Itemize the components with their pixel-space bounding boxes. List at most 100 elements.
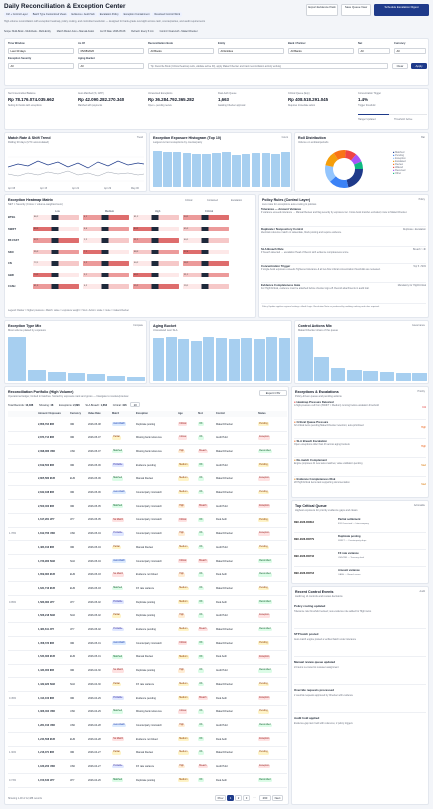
table-row[interactable]: 1,366,402 USD USD 2026-04-29 Matched Missing… [8, 706, 287, 720]
prev-page-button[interactable]: Prev [215, 795, 226, 801]
as-of-date-input[interactable]: 05/08/2026 [78, 48, 144, 54]
control-cell[interactable]: Maker/Checker [216, 491, 233, 495]
page-button[interactable]: 260 [259, 795, 271, 801]
save-queue-button[interactable]: Save Queue View [341, 4, 371, 16]
control-cell[interactable]: Maker/Checker [216, 586, 233, 590]
control-cell[interactable]: Maker/Checker [216, 710, 233, 714]
control-cell[interactable]: Maker/Checker [216, 559, 233, 563]
column-header[interactable]: Match [112, 412, 120, 416]
policy-rule[interactable]: Tolerance — Amount Variance If variance … [261, 207, 426, 227]
control-cell[interactable]: Audit Hold [216, 504, 228, 508]
heatmap-cell[interactable]: 6,4 [83, 226, 129, 232]
chip[interactable]: Evidence • Audit Sub [69, 12, 97, 17]
column-header[interactable]: SLA [198, 412, 203, 416]
table-row[interactable]: 1,244,508 EUR EUR 2026-04-28 No Match Eviden… [8, 733, 287, 747]
table-row[interactable]: 1,631,716 EUR EUR 2026-05-03 Matched FX rate… [8, 582, 287, 597]
column-header[interactable]: Currency [70, 412, 81, 416]
card-tag[interactable]: Policy [418, 198, 425, 201]
search-input[interactable]: Tip: Describe Book (Critical heatmap cel… [148, 63, 388, 69]
export-csv-button[interactable]: Export CSV [259, 390, 287, 396]
kpi-card[interactable]: Unresolved Exceptions Rp 36.284.792.365.… [148, 92, 214, 107]
control-cell[interactable]: Dual Auth [216, 655, 227, 659]
control-cell[interactable]: Maker/Checker [216, 477, 233, 481]
heatmap-cell[interactable]: 3,1 [83, 272, 129, 278]
currency-select[interactable]: All [394, 48, 426, 54]
heatmap-cell[interactable]: 84,2 [133, 226, 179, 232]
table-row[interactable]: 2,856,794 IDR IDR 2026-05-08 Auto-Match Dupl… [8, 418, 287, 432]
column-header[interactable]: Age [178, 412, 183, 416]
control-cell[interactable]: Maker/Checker [216, 422, 233, 426]
aging-select[interactable]: All [78, 63, 144, 69]
table-row[interactable]: 1,659,084 EUR EUR 2026-05-03 No Match Eviden… [8, 569, 287, 583]
chip[interactable]: Exception Containment [121, 12, 152, 17]
tab-critical[interactable]: Critical [185, 199, 193, 202]
severity-select[interactable]: All [8, 63, 74, 69]
schedule-digest-button[interactable]: Schedule Escalation Digest [374, 4, 429, 16]
tab-contained[interactable]: Contained [207, 199, 218, 202]
column-header[interactable]: Exception [136, 412, 148, 416]
control-cell[interactable]: Audit Hold [216, 765, 228, 769]
table-row[interactable]: 2,819,500 IDR IDR 2026-05-06 Probable Eviden… [8, 459, 287, 473]
card-tag[interactable]: Priority [417, 390, 425, 393]
control-cell[interactable]: Maker/Checker [216, 628, 233, 632]
heatmap-cell[interactable]: 95,3 [33, 249, 79, 255]
heatmap-cell[interactable]: 60,2 [133, 261, 179, 266]
table-row[interactable]: 1,617,281 JPY JPY 2026-05-05 No Match Counte… [8, 514, 287, 528]
control-cell[interactable]: Dual Auth [216, 600, 227, 604]
event-item[interactable]: Override requests processed 2 override re… [294, 687, 426, 713]
heatmap-cell[interactable]: 2,2 [83, 238, 129, 243]
heatmap-cell[interactable]: 81,2 [133, 215, 179, 220]
heatmap-cell[interactable]: 55,2 [133, 284, 179, 289]
control-cell[interactable]: Audit Hold [216, 463, 228, 467]
column-header[interactable]: Value Date [88, 412, 101, 416]
heatmap-cell[interactable]: 51,1 [133, 238, 179, 243]
net-select[interactable]: All [358, 48, 390, 54]
table-row[interactable]: 1,434,000 IDR IDR 2026-04-30 No Match Duplic… [8, 665, 287, 679]
heatmap-cell[interactable]: 52,4 [183, 249, 229, 255]
table-row[interactable]: 0.95% 1,583,082 JPY JPY 2026-05-02 Probable D… [8, 596, 287, 610]
control-cell[interactable]: Dual Auth [216, 573, 227, 577]
tab-escalation[interactable]: Escalation [231, 199, 243, 202]
table-row[interactable]: 1,281,016 USD USD 2026-04-28 Auto-Match Coun… [8, 719, 287, 734]
control-cell[interactable]: Audit Hold [216, 723, 228, 727]
table-row[interactable]: 1,432,920 SGD SGD 2026-04-30 Partial FX rate… [8, 678, 287, 692]
policy-rule[interactable]: Concentration Trigger Top 5 • 50% If sin… [261, 264, 426, 283]
event-item[interactable]: Audit hold applied Evidence-gap item held… [294, 715, 426, 741]
heatmap-cell[interactable]: 29,1 [183, 284, 229, 289]
table-row[interactable]: 1,566,218 SGD SGD 2026-05-02 Partial Duplica… [8, 610, 287, 624]
control-cell[interactable]: Audit Hold [216, 545, 228, 549]
table-row[interactable]: 1,458,720 IDR IDR 2026-05-01 Auto-Match Coun… [8, 637, 287, 651]
page-button[interactable]: 3 [243, 795, 250, 801]
table-row[interactable]: 1.78% 1,812,766 USD USD 2026-05-04 Probable C… [8, 528, 287, 542]
card-tag[interactable]: Compare [133, 324, 143, 327]
exception-item[interactable]: ● Re-match Complement Engine proposes 41 … [294, 458, 426, 477]
table-row[interactable]: 2,098,086 USD USD 2026-05-07 Matched Missing… [8, 445, 287, 460]
chip[interactable]: Escalation Policy [97, 12, 121, 17]
control-cell[interactable]: Maker/Checker [216, 751, 233, 755]
exception-item[interactable]: ● Heatmap Pressure Detected A high-pressu… [294, 400, 426, 420]
kpi-card[interactable]: Dual-Auth Queue 1,663 Awaiting Checker a… [218, 92, 284, 107]
heatmap-cell[interactable]: 81,3 [33, 284, 79, 289]
control-cell[interactable]: Dual Auth [216, 518, 227, 522]
queue-row[interactable]: REC-2026-000812 Partial settlement IDR Ove… [294, 517, 426, 533]
control-cell[interactable]: Dual Auth [216, 737, 227, 741]
control-cell[interactable]: Dual Auth [216, 778, 227, 782]
column-header[interactable]: Control [216, 412, 225, 416]
heatmap-cell[interactable]: 72,1 [33, 261, 79, 266]
control-cell[interactable]: Audit Hold [216, 614, 228, 618]
exception-item[interactable]: ● Evidence Completeness Risk 28 High/Crit… [294, 477, 426, 496]
page-size-select[interactable]: 20 [130, 402, 141, 407]
next-page-button[interactable]: Next [272, 795, 283, 801]
table-row[interactable]: 1,723,960 SGD SGD 2026-05-04 Auto-Match Coun… [8, 555, 287, 569]
event-item[interactable]: STP batch posted Auto-match engine posted… [294, 631, 426, 657]
queue-row[interactable]: REC-2026-000779 Duplicate posting SWIFT — … [294, 534, 426, 550]
bank-select[interactable]: All Banks [288, 48, 354, 54]
heatmap-cell[interactable]: 88,3 [133, 249, 179, 255]
heatmap-cell[interactable]: 31,1 [183, 272, 229, 278]
control-cell[interactable]: Dual Auth [216, 696, 227, 700]
book-select[interactable]: All Books [148, 48, 214, 54]
table-row[interactable]: 0.45% 1,414,100 IDR IDR 2026-04-29 Probable E… [8, 692, 287, 706]
event-item[interactable]: Manual review queue updated 24 items re-r… [294, 659, 426, 685]
table-row[interactable]: 1,534,366 EUR EUR 2026-05-01 Matched Manual … [8, 651, 287, 665]
card-tag[interactable]: Governance [411, 324, 425, 327]
